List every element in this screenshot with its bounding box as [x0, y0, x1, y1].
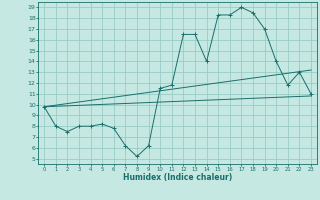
X-axis label: Humidex (Indice chaleur): Humidex (Indice chaleur): [123, 173, 232, 182]
